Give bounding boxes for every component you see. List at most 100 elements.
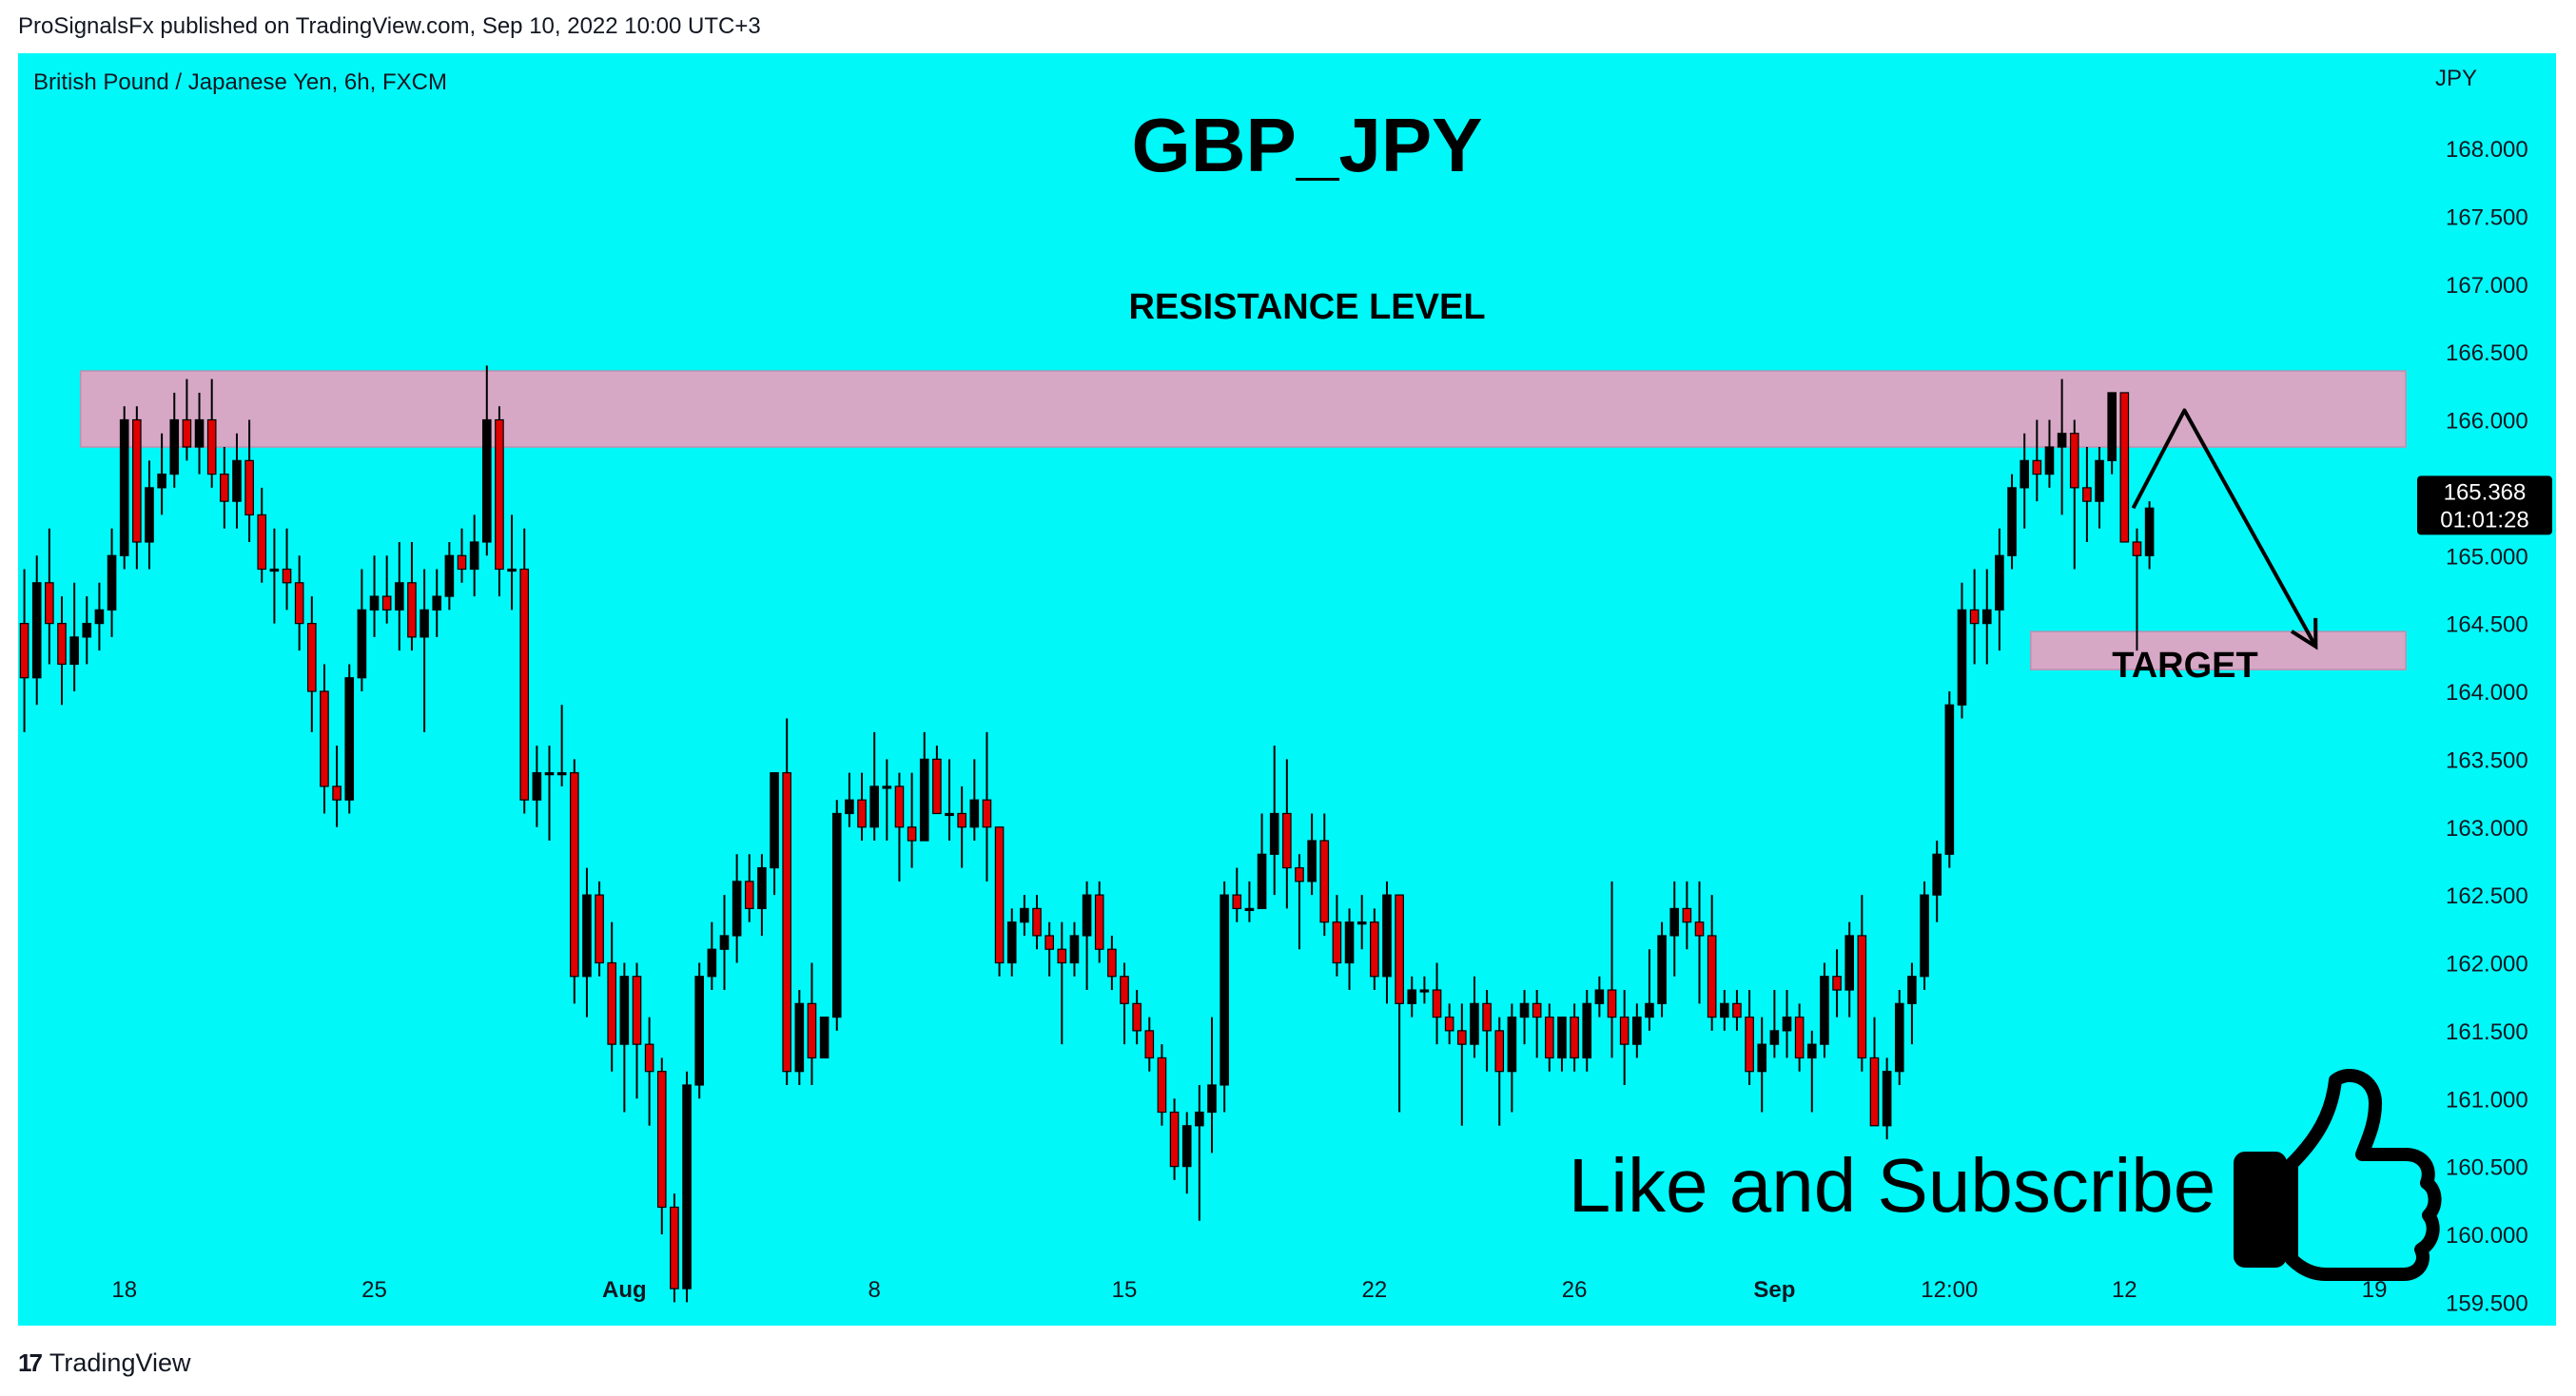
candle-body — [1669, 907, 1680, 937]
candle — [2032, 419, 2042, 502]
candle-body — [232, 459, 242, 502]
candle — [982, 731, 992, 882]
candle — [1806, 1030, 1817, 1113]
candle — [644, 1017, 654, 1126]
candle-body — [1957, 609, 1967, 706]
candle-body — [1432, 989, 1442, 1018]
candle-body — [1920, 894, 1929, 978]
candle — [457, 528, 467, 583]
y-axis[interactable]: 168.000167.500167.000166.500166.000165.5… — [2446, 137, 2528, 1316]
y-tick-label: 163.000 — [2446, 816, 2528, 842]
candle — [1645, 949, 1654, 1031]
candle-body — [1694, 921, 1705, 937]
x-axis[interactable]: 18 25 Aug 8 15 22 26 Sep 12:00 12 19 — [111, 1277, 2387, 1303]
candle — [344, 664, 355, 814]
candle — [1220, 881, 1229, 1113]
candle — [182, 378, 192, 461]
candle-body — [969, 799, 980, 828]
candle-body — [1857, 935, 1867, 1059]
y-tick-label: 166.500 — [2446, 340, 2528, 366]
candle-body — [757, 866, 767, 910]
candle — [1395, 894, 1404, 1113]
candle — [269, 528, 280, 624]
chart-panel[interactable]: 168.000167.500167.000166.500166.000165.5… — [18, 53, 2556, 1326]
candle-body — [2132, 541, 2142, 556]
candle-body — [1545, 1016, 1554, 1059]
projection-arrowhead-icon — [2290, 617, 2318, 650]
candle-body — [332, 785, 342, 801]
candle-body — [1107, 948, 1117, 978]
candle — [1794, 1003, 1805, 1072]
candle-body — [1532, 1002, 1542, 1018]
candle — [1582, 990, 1592, 1072]
candle — [595, 881, 604, 977]
candle-body — [1732, 1002, 1742, 1018]
candle-body — [782, 772, 791, 1073]
tradingview-brand-text: TradingView — [49, 1348, 191, 1377]
candle — [2057, 378, 2067, 515]
candle-body — [381, 595, 392, 611]
candle — [194, 392, 205, 475]
resistance-zone-label: RESISTANCE LEVEL — [1128, 287, 1485, 327]
x-tick-label: Sep — [1753, 1277, 1795, 1303]
candle — [1957, 582, 1967, 719]
candle — [320, 664, 329, 814]
candle-body — [2044, 446, 2055, 475]
candle-body — [2144, 507, 2155, 556]
candle — [145, 460, 154, 570]
tradingview-logo[interactable]: 17 TradingView — [18, 1348, 191, 1378]
candle-body — [395, 582, 404, 611]
candle — [932, 746, 942, 815]
candle — [1020, 895, 1029, 936]
candle-body — [1582, 1002, 1592, 1059]
x-tick-label: 25 — [361, 1277, 387, 1303]
candle-body — [1395, 894, 1404, 1004]
candle — [1745, 990, 1754, 1085]
tradingview-logo-icon: 17 — [18, 1348, 43, 1377]
bar-countdown: 01:01:28 — [2440, 507, 2528, 533]
candle-body — [1794, 1016, 1805, 1059]
candle — [957, 785, 966, 868]
candle-body — [1094, 894, 1104, 950]
candle — [1457, 1003, 1467, 1126]
candle — [719, 895, 730, 991]
candle-body — [1570, 1016, 1579, 1059]
candle-body — [1932, 853, 1942, 896]
candle-body — [1020, 907, 1029, 923]
candle — [307, 596, 317, 732]
candle — [19, 569, 29, 732]
candle — [632, 962, 642, 1099]
candle-body — [194, 418, 205, 448]
candle — [1981, 569, 1992, 665]
candle — [1857, 895, 1867, 1072]
candle-body — [1969, 609, 1980, 625]
candle-body — [1419, 989, 1430, 993]
candle — [220, 447, 229, 529]
candle — [1244, 881, 1255, 922]
candle — [1344, 908, 1355, 991]
candle-body — [670, 1206, 679, 1289]
candle-body — [857, 799, 867, 828]
price-chart[interactable]: 168.000167.500167.000166.500166.000165.5… — [18, 53, 2556, 1326]
candle-body — [1832, 976, 1842, 991]
candle-body — [407, 582, 417, 638]
candle — [1769, 990, 1780, 1058]
candle-body — [1707, 935, 1717, 1018]
candle — [607, 921, 617, 1072]
candle-body — [1894, 1002, 1904, 1073]
candle-body — [1407, 989, 1417, 1004]
candle-body — [94, 609, 105, 625]
candle-body — [169, 418, 180, 475]
candle — [1332, 895, 1342, 977]
candle-body — [282, 568, 292, 584]
y-tick-label: 167.000 — [2446, 273, 2528, 299]
candle — [907, 772, 917, 868]
candle-body — [1682, 907, 1692, 923]
y-tick-label: 167.500 — [2446, 204, 2528, 230]
candle-body — [1882, 1071, 1892, 1127]
candle — [82, 596, 92, 665]
candle — [1570, 1003, 1579, 1072]
x-tick-label: 12 — [2112, 1277, 2137, 1303]
candle — [369, 555, 380, 637]
candle-body — [682, 1084, 692, 1289]
